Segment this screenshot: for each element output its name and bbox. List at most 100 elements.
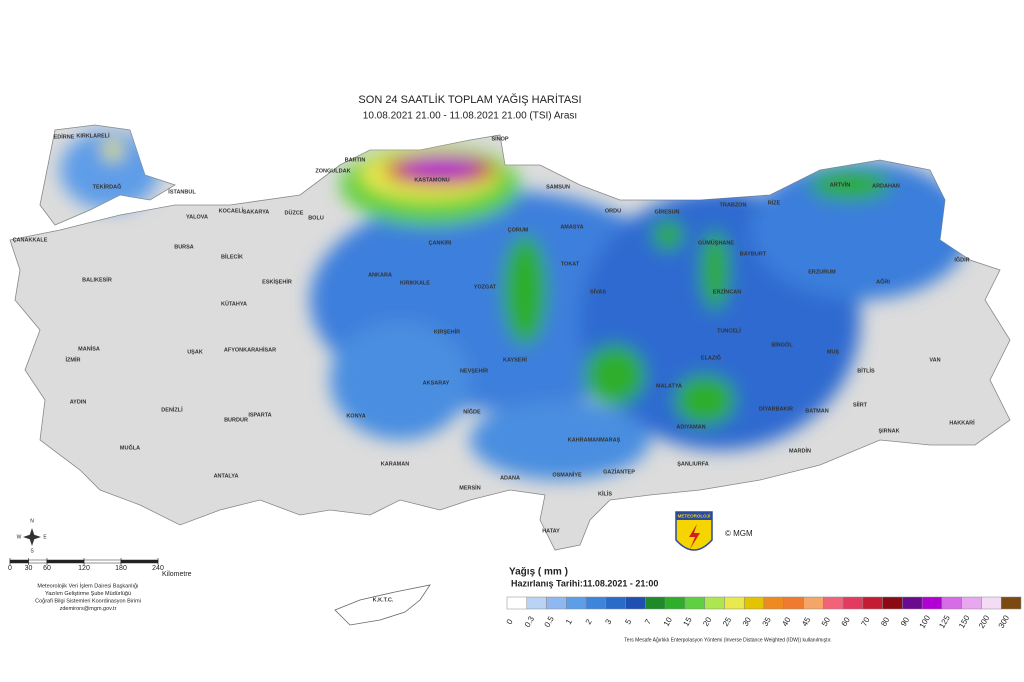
- country: [9, 124, 1011, 626]
- legend-value: 0.3: [523, 614, 537, 629]
- city-label: MARDİN: [789, 447, 811, 454]
- legend-value: 2: [584, 617, 594, 626]
- legend-swatch: [862, 596, 883, 610]
- legend-value: 125: [937, 613, 952, 630]
- city-label: ADIYAMAN: [676, 424, 705, 430]
- city-label: BURSA: [174, 244, 194, 250]
- city-label: DÜZCE: [285, 209, 304, 216]
- city-label: SAKARYA: [243, 209, 270, 215]
- city-label: BİLECİK: [221, 253, 243, 260]
- compass-n: N: [30, 518, 34, 524]
- scale-label: 180: [115, 565, 127, 572]
- legend-swatch: [842, 596, 864, 610]
- legend-value: 0.5: [543, 614, 557, 629]
- city-label: SAMSUN: [546, 184, 570, 190]
- scale-label: 0: [8, 565, 12, 572]
- legend-swatch: [921, 596, 943, 610]
- compass-s: S: [30, 548, 34, 554]
- city-label: ÇORUM: [508, 227, 529, 233]
- city-label: ISPARTA: [248, 412, 271, 418]
- legend-value: 70: [859, 615, 872, 628]
- legend-swatch: [585, 596, 607, 610]
- city-label: BİNGÖL: [771, 341, 793, 348]
- logo: METEOROLOJİ © MGM: [675, 511, 753, 551]
- city-label: KIRŞEHİR: [434, 328, 460, 335]
- copyright: © MGM: [725, 529, 753, 538]
- legend-swatch: [684, 596, 705, 610]
- city-label: MUŞ: [827, 349, 840, 355]
- city-label: BATMAN: [805, 408, 828, 414]
- legend-swatch: [902, 596, 923, 610]
- city-label: KONYA: [346, 413, 365, 419]
- legend-swatch: [743, 596, 765, 610]
- city-label: ESKİŞEHİR: [262, 278, 292, 285]
- legend-swatch: [625, 596, 646, 610]
- city-label: KAHRAMANMARAŞ: [568, 437, 621, 443]
- city-label: BALIKESİR: [82, 276, 112, 283]
- legend-value: 25: [721, 615, 734, 628]
- compass: N E S W: [17, 518, 48, 554]
- city-label: İSTANBUL: [168, 188, 196, 195]
- compass-e: E: [43, 534, 47, 540]
- city-label: IĞDIR: [954, 255, 969, 263]
- legend-value: 100: [918, 613, 933, 630]
- city-label: KIRIKKALE: [400, 280, 430, 286]
- city-label: GİRESUN: [654, 208, 679, 215]
- city-label: BİTLİS: [857, 367, 875, 374]
- city-label: ARDAHAN: [872, 183, 900, 189]
- city-label: ZONGULDAK: [315, 168, 350, 174]
- scale-segment: [9, 559, 29, 564]
- legend-value: 300: [997, 613, 1012, 630]
- city-label: HAKKARİ: [949, 419, 975, 426]
- city-label: DENİZLİ: [161, 406, 183, 413]
- city-label: OSMANİYE: [552, 471, 582, 478]
- legend-note: Ters Mesafe Ağırlıklı Enterpolasyon Yönt…: [624, 637, 831, 643]
- city-label: HATAY: [542, 528, 560, 534]
- legend-value: 50: [820, 615, 833, 628]
- city-label: ERZİNCAN: [713, 288, 741, 295]
- city-label: GAZİANTEP: [603, 468, 635, 475]
- legend-swatch: [664, 596, 686, 610]
- city-label: SİVAS: [590, 288, 606, 295]
- legend-swatch: [803, 596, 824, 610]
- scale-label: 120: [78, 565, 90, 572]
- legend-value: 90: [899, 615, 912, 628]
- legend-value: 10: [662, 615, 675, 628]
- scale-unit: Kilometre: [162, 571, 192, 578]
- legend-swatch: [981, 596, 1002, 610]
- scale-segment: [83, 559, 122, 564]
- logo-text: METEOROLOJİ: [678, 513, 711, 519]
- legend-swatch: [783, 596, 804, 610]
- scale-segment: [120, 559, 159, 564]
- legend-value: 0: [505, 617, 515, 626]
- city-label: YOZGAT: [474, 284, 497, 290]
- city-label: UŞAK: [187, 349, 203, 355]
- city-label: ELAZIĞ: [701, 353, 721, 361]
- legend-title: Yağış ( mm ): [509, 567, 568, 578]
- city-label: BOLU: [308, 215, 324, 221]
- city-label: MUĞLA: [120, 443, 140, 451]
- institution-line: Meteorolojik Veri İşlem Dairesi Başkanlı…: [37, 582, 138, 589]
- legend-value: 200: [977, 613, 992, 630]
- institution-line: Yazılım Geliştirme Şube Müdürlüğü: [45, 591, 131, 597]
- city-label: KIRKLARELİ: [76, 132, 110, 139]
- city-label: AMASYA: [560, 224, 583, 230]
- city-label: KARAMAN: [381, 461, 409, 467]
- city-label: MERSİN: [459, 484, 480, 491]
- legend-swatch: [763, 596, 785, 610]
- legend-swatch: [526, 596, 547, 610]
- legend-value: 45: [800, 615, 813, 628]
- city-label: TOKAT: [561, 261, 580, 267]
- city-label: MALATYA: [656, 383, 682, 389]
- legend-value: 7: [643, 617, 653, 626]
- legend-value: 150: [957, 613, 972, 630]
- city-label: BAYBURT: [740, 251, 767, 257]
- city-label: KAYSERİ: [503, 356, 527, 363]
- city-label: ÇANAKKALE: [13, 237, 48, 243]
- city-label: AYDIN: [70, 399, 87, 405]
- legend-value: 60: [840, 615, 853, 628]
- legend-swatch: [961, 596, 982, 610]
- institution-line: Coğrafi Bilgi Sistemleri Koordinasyon Bi…: [35, 598, 141, 604]
- city-label: NİĞDE: [463, 407, 481, 415]
